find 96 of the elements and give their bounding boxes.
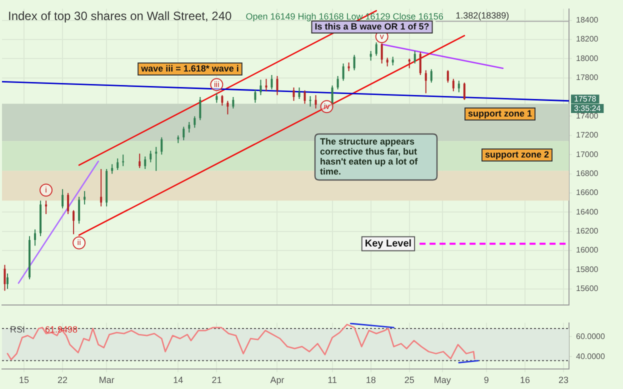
y-tick-label: 17800 <box>576 73 599 82</box>
candlestick <box>375 42 378 56</box>
candlestick <box>370 50 372 62</box>
annotation: ii <box>77 238 82 248</box>
y-tick-label: 16800 <box>576 168 599 178</box>
annotation: The structure appears corrective thus far, but hasn't eaten up a lot of time. <box>320 136 419 176</box>
candlestick <box>122 154 124 167</box>
candlestick <box>226 100 229 115</box>
y-tick-label: 18000 <box>576 54 599 63</box>
y-tick-label: 60.0000 <box>576 332 606 341</box>
candlestick <box>72 210 75 235</box>
candlestick <box>144 156 146 170</box>
candlestick <box>380 42 383 64</box>
x-tick-label: 22 <box>58 375 68 386</box>
candlestick <box>62 188 64 209</box>
ref-line-label: 1.382(18389) <box>456 10 510 20</box>
y-tick-label: 16600 <box>576 188 599 198</box>
x-tick-label: 14 <box>173 375 184 386</box>
x-tick-label: 11 <box>328 375 337 386</box>
y-tick-label: 18400 <box>576 16 599 25</box>
x-tick-label: 9 <box>484 375 489 386</box>
y-tick-label: 40.0000 <box>576 352 606 361</box>
candlestick <box>331 85 334 108</box>
annotation: 3:35:24 <box>574 104 602 113</box>
candlestick <box>194 116 196 128</box>
y-tick-label: 16400 <box>576 207 599 216</box>
chart-title: Index of top 30 shares on Wall Street, 240 <box>8 9 232 24</box>
annotation: support zone 2 <box>484 149 550 160</box>
annotation: v <box>380 32 384 41</box>
candlestick <box>452 78 454 92</box>
x-tick-label: 21 <box>212 375 222 386</box>
y-tick-label: 16200 <box>576 226 599 236</box>
x-tick-label: Apr <box>270 375 284 386</box>
candlestick <box>260 79 262 96</box>
candlestick <box>254 88 256 104</box>
annotation: i <box>45 185 48 194</box>
candlestick <box>265 78 268 92</box>
candlestick <box>430 68 432 84</box>
y-tick-label: 15800 <box>576 264 599 274</box>
candlestick <box>116 158 119 170</box>
candlestick <box>276 75 278 96</box>
candlestick <box>304 90 306 104</box>
candlestick <box>221 94 224 106</box>
candlestick <box>424 70 427 94</box>
annotation: support zone 1 <box>468 108 532 118</box>
candlestick <box>309 96 312 108</box>
candlestick <box>458 80 460 93</box>
candlestick <box>150 150 152 163</box>
candlestick <box>155 146 158 172</box>
candlestick <box>100 168 102 207</box>
candlestick <box>138 153 141 169</box>
candlestick <box>45 200 48 215</box>
annotation: 61.9498 <box>45 324 78 334</box>
y-tick-label: 16000 <box>576 246 599 255</box>
candlestick <box>419 51 422 76</box>
y-tick-label: 18200 <box>576 34 599 44</box>
candlestick <box>67 192 70 215</box>
x-tick-label: 23 <box>558 375 569 386</box>
candlestick <box>6 273 9 290</box>
chart-subtitle: Open 16149 High 16168 Low 16129 Close 16156 <box>246 11 444 22</box>
candlestick <box>292 86 295 102</box>
x-tick-label: 25 <box>404 375 414 386</box>
candlestick <box>188 121 190 134</box>
candlestick <box>199 96 202 121</box>
candlestick <box>298 86 300 100</box>
x-tick-label: Mar <box>98 375 114 386</box>
y-tick-label: 15600 <box>576 284 599 294</box>
candlestick <box>342 62 344 82</box>
y-tick-label: 17000 <box>576 150 599 159</box>
annotation: iii <box>214 80 220 89</box>
candlestick <box>232 96 234 110</box>
candlestick <box>270 74 273 90</box>
candlestick <box>408 58 410 69</box>
candlestick <box>34 228 36 246</box>
annotation: Is this a B wave OR 1 of 5? <box>314 21 430 32</box>
annotation: iv <box>324 102 330 111</box>
candlestick <box>463 82 466 100</box>
y-tick-label: 17200 <box>576 130 599 140</box>
y-tick-label: 17400 <box>576 111 599 120</box>
x-tick-label: 15 <box>19 375 30 386</box>
candlestick <box>314 94 317 110</box>
x-tick-label: 18 <box>366 375 376 386</box>
x-tick-label: May <box>434 375 452 386</box>
candlestick <box>414 50 416 64</box>
candlestick <box>78 196 80 224</box>
ref-line-label: Key Level <box>364 238 412 250</box>
candlestick <box>216 92 218 104</box>
candlestick <box>336 75 339 90</box>
candlestick <box>160 136 163 156</box>
annotation: wave iii = 1.618* wave i <box>140 63 239 74</box>
candlestick <box>182 126 185 141</box>
x-tick-label: 16 <box>520 375 530 386</box>
candlestick <box>446 70 449 84</box>
annotation: 17578 <box>574 94 597 104</box>
candlestick <box>111 164 114 174</box>
candlestick <box>353 54 356 71</box>
